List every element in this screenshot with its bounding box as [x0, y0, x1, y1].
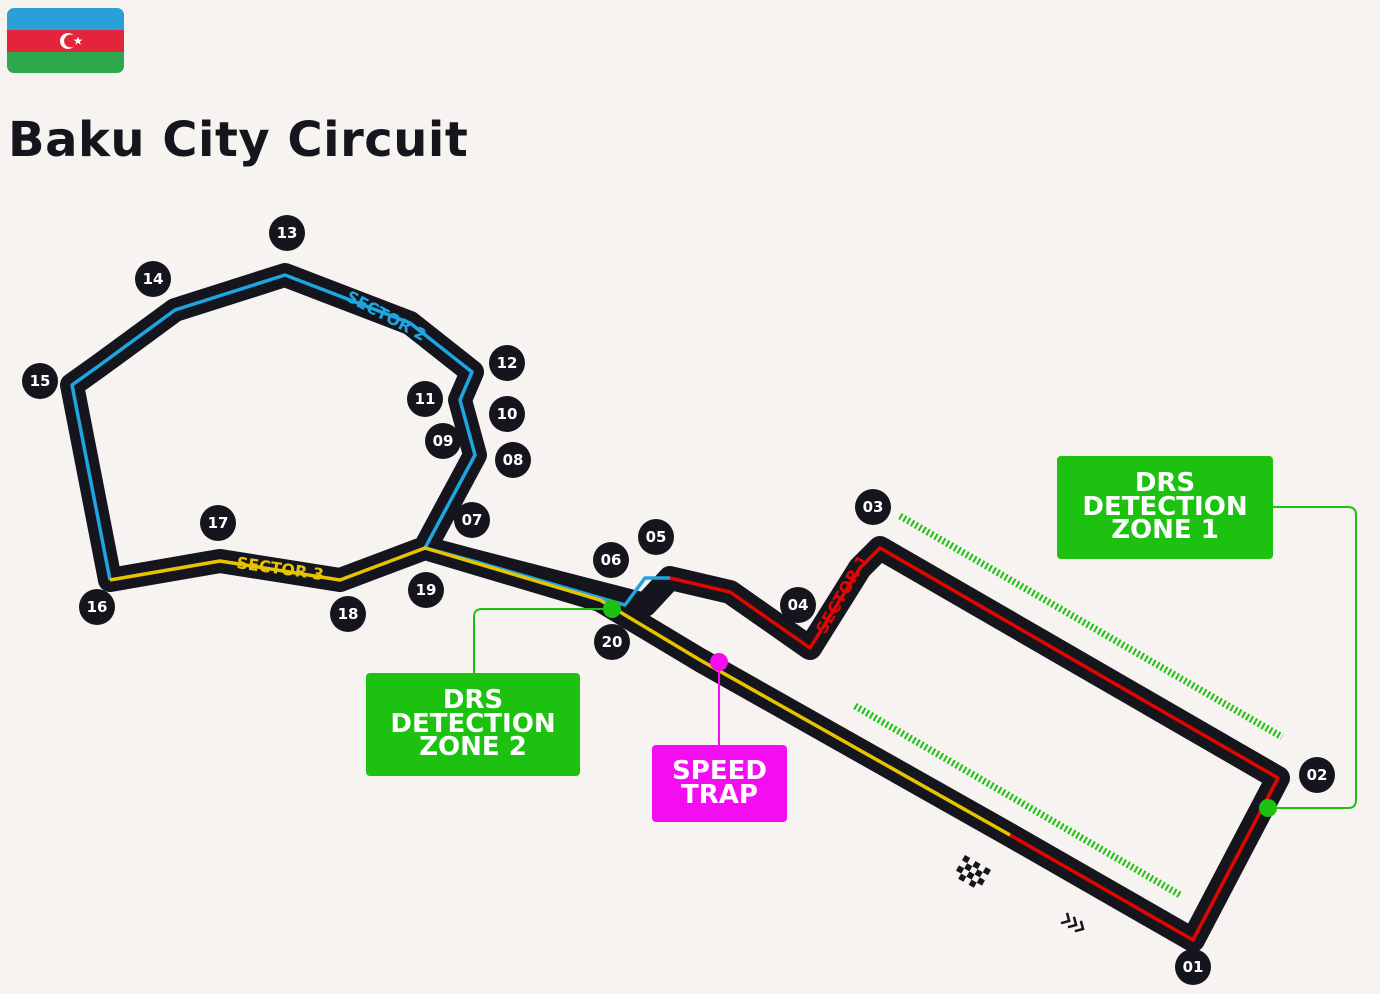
turn-07-marker	[454, 502, 490, 538]
drs-detection-zone-1-box: DRS DETECTION ZONE 1	[1057, 456, 1273, 559]
turn-20-marker	[594, 624, 630, 660]
sector-3-line	[109, 546, 1011, 837]
speed-trap-line2: TRAP	[681, 779, 758, 810]
turn-15-label: 15	[30, 372, 51, 390]
turn-02-label: 02	[1307, 766, 1328, 784]
turn-markers: 01 02 03 04 05 06 07 08 09 10 11 12 13 14 15 16 17 18 19 20	[22, 215, 1335, 985]
turn-13-marker	[269, 215, 305, 251]
turn-07-label: 07	[462, 511, 483, 529]
turn-17-label: 17	[208, 514, 229, 532]
chequered-flag-icon	[956, 855, 991, 888]
drs-zone-markers	[853, 512, 1284, 899]
turn-13-label: 13	[277, 224, 298, 242]
turn-08-label: 08	[503, 451, 524, 469]
drs1-line1: DRS	[1134, 467, 1196, 498]
drs2-line2: DETECTION	[390, 708, 556, 739]
turn-19-label: 19	[416, 581, 437, 599]
turn-06-label: 06	[601, 551, 622, 569]
turn-12-label: 12	[497, 354, 518, 372]
turn-05-label: 05	[646, 528, 667, 546]
turn-06-marker	[593, 542, 629, 578]
track-outline	[60, 263, 1290, 952]
drs-connectors	[473, 506, 1357, 809]
turn-19-marker	[408, 572, 444, 608]
turn-12-marker	[489, 345, 525, 381]
direction-chevrons-icon	[1060, 912, 1085, 933]
drs-detection-zone-2-box: DRS DETECTION ZONE 2	[366, 673, 580, 776]
sector-2-line	[70, 273, 670, 607]
turn-16-label: 16	[87, 598, 108, 616]
turn-18-label: 18	[338, 605, 359, 623]
turn-20-label: 20	[602, 633, 623, 651]
sector-1-line	[669, 546, 1280, 942]
drs-detection-point-1	[1259, 799, 1277, 817]
turn-01-label: 01	[1183, 958, 1204, 976]
turn-02-marker	[1299, 757, 1335, 793]
turn-08-marker	[495, 442, 531, 478]
turn-10-marker	[489, 396, 525, 432]
drs1-line2: DETECTION	[1082, 491, 1248, 522]
turn-05-marker	[638, 519, 674, 555]
turn-16-marker	[79, 589, 115, 625]
turn-14-marker	[135, 261, 171, 297]
turn-15-marker	[22, 363, 58, 399]
drs1-line3: ZONE 1	[1111, 515, 1219, 546]
drs2-line1: DRS	[442, 684, 504, 715]
turn-03-marker	[855, 489, 891, 525]
turn-11-marker	[407, 381, 443, 417]
turn-10-label: 10	[497, 405, 518, 423]
turn-04-label: 04	[788, 596, 809, 614]
turn-17-marker	[200, 505, 236, 541]
speed-trap-box: SPEED TRAP	[652, 745, 787, 822]
turn-09-marker	[425, 423, 461, 459]
turn-04-marker	[780, 587, 816, 623]
azerbaijan-flag	[7, 8, 124, 73]
speed-trap-line1: SPEED	[672, 755, 767, 786]
drs-detection-point-2	[603, 600, 621, 618]
sector-1-label: SECTOR 1	[812, 552, 872, 637]
turn-14-label: 14	[143, 270, 164, 288]
circuit-title: Baku City Circuit	[8, 112, 469, 168]
turn-11-label: 11	[415, 390, 436, 408]
speed-trap-point	[710, 653, 728, 671]
turn-09-label: 09	[433, 432, 454, 450]
turn-01-marker	[1175, 949, 1211, 985]
turn-18-marker	[330, 596, 366, 632]
turn-03-label: 03	[863, 498, 884, 516]
drs2-line3: ZONE 2	[419, 732, 527, 763]
